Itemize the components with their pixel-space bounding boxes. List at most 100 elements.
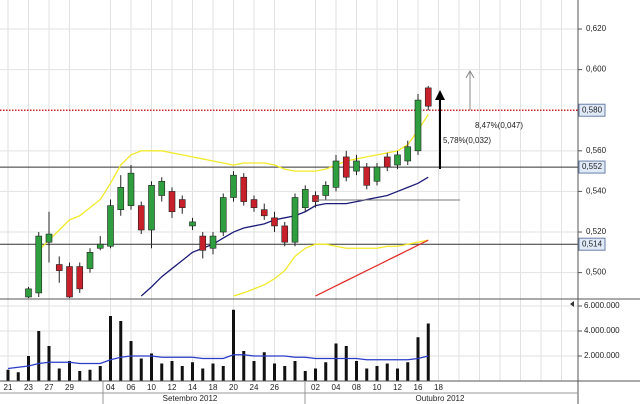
volume-bar [303, 371, 307, 381]
month-label: Outubro 2012 [416, 394, 465, 403]
panel-icon [570, 301, 576, 307]
candle-body [168, 191, 176, 213]
volume-bar [426, 323, 430, 381]
x-tick-label: 10 [147, 383, 156, 392]
candle-body [394, 154, 401, 166]
x-tick-label: 18 [209, 383, 218, 392]
candle-body [250, 199, 258, 208]
y-tick-label: 2.000.000 [584, 351, 620, 360]
candle-body [312, 195, 319, 202]
volume-bar [242, 351, 246, 381]
candle-body [35, 235, 43, 294]
annotation: 5,78%(0,032) [443, 136, 491, 145]
y-tick-label: 0,600 [586, 65, 607, 74]
candle-body [107, 205, 114, 247]
candle-body [404, 146, 412, 162]
volume-bar [262, 352, 266, 381]
measure-arrowhead [435, 90, 445, 100]
x-tick-label: 29 [65, 383, 74, 392]
level-label-box [578, 103, 606, 117]
level-label: 0,552 [582, 162, 603, 171]
level-label: 0,580 [582, 105, 603, 114]
candle-body [342, 156, 350, 178]
volume-bar [78, 371, 82, 381]
volume-bar [355, 361, 358, 381]
candle-body [424, 87, 432, 107]
volume-bar [334, 343, 338, 381]
candle-body [414, 99, 422, 152]
candle-body [301, 189, 309, 208]
month-label: Setembro 2012 [163, 394, 218, 403]
volume-bar [68, 361, 71, 381]
x-tick-label: 04 [106, 383, 115, 392]
x-tick-label: 16 [414, 383, 423, 392]
volume-bar [160, 363, 164, 381]
x-tick-label: 24 [250, 383, 259, 392]
volume-bar [16, 372, 20, 381]
volume-bar [6, 369, 10, 381]
grid [0, 0, 578, 381]
candle-body [25, 288, 32, 298]
x-tick-label: 18 [434, 383, 443, 392]
volume-bar [211, 363, 215, 381]
candle-body [230, 174, 237, 198]
candle-body [45, 233, 53, 243]
candle-body [178, 199, 186, 208]
indicator-line [315, 239, 429, 297]
candle-body [148, 185, 155, 231]
indicator-line [38, 113, 429, 251]
volume-bar [57, 368, 61, 381]
candle-body [117, 187, 125, 210]
y-tick-label: 4.000.000 [584, 326, 620, 335]
volume-bar [98, 366, 102, 381]
x-tick-label: 20 [229, 383, 238, 392]
candle-body [96, 243, 104, 249]
volume-bar [109, 316, 112, 381]
volume-bar [201, 368, 205, 381]
candle-body [219, 197, 227, 233]
candle-body [55, 264, 63, 271]
candle-body [332, 160, 340, 188]
volume-bar [150, 353, 153, 381]
candle-body [86, 252, 94, 269]
candle-body [383, 156, 391, 168]
x-tick-label: 27 [45, 383, 54, 392]
y-tick-label: 0,540 [586, 187, 607, 196]
annotation: 8,47%(0,047) [475, 121, 523, 130]
volume-bar [27, 356, 30, 381]
candle-body [373, 166, 381, 182]
y-tick-label: 0,560 [586, 146, 607, 155]
candle-body [271, 217, 278, 227]
volume-bar [344, 346, 348, 381]
volume-bar [47, 346, 51, 381]
x-tick-label: 08 [352, 383, 361, 392]
volume-bar [396, 368, 399, 381]
volume-bar [119, 321, 123, 381]
volume-bar [314, 368, 317, 381]
candle-body [281, 225, 289, 243]
volume-average [7, 354, 429, 370]
indicator-line [140, 176, 429, 297]
candle-body [127, 172, 135, 206]
volume-bar [129, 341, 133, 381]
candle-body [209, 235, 217, 249]
y-tick-label: 0,620 [586, 24, 607, 33]
candle-body [158, 180, 166, 196]
volume-bar [324, 362, 328, 381]
candle-body [137, 205, 145, 231]
x-tick-label: 21 [4, 383, 13, 392]
volume-bar [139, 358, 143, 381]
y-tick-label: 0,500 [586, 268, 607, 277]
candle-body [291, 197, 299, 243]
level-label-box [578, 160, 606, 174]
candle-body [260, 209, 268, 217]
volume-bar [283, 366, 287, 381]
volume-bar [170, 361, 174, 381]
volume-bar [191, 362, 194, 381]
volume-bar [88, 369, 92, 381]
volume-bar [221, 366, 225, 381]
x-tick-label: 12 [168, 383, 177, 392]
price-panel [0, 85, 578, 298]
candle-body [189, 221, 196, 227]
